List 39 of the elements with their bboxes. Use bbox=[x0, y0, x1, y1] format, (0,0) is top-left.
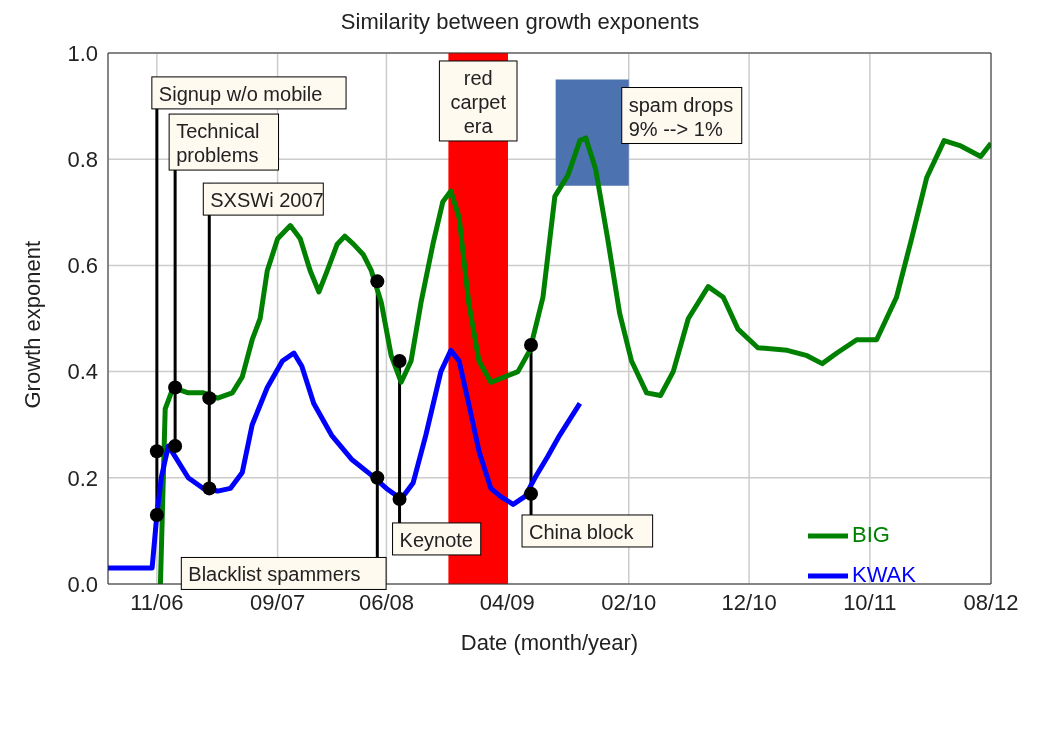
x-axis-title: Date (month/year) bbox=[460, 630, 639, 655]
point bbox=[149, 444, 164, 459]
x-tick-label: 10/11 bbox=[843, 589, 897, 615]
annotation: Signup w/o mobile bbox=[158, 82, 323, 105]
point bbox=[370, 470, 385, 485]
y-tick-label: 0.4 bbox=[67, 359, 98, 385]
point bbox=[168, 380, 183, 395]
x-tick-label: 09/07 bbox=[250, 589, 306, 615]
y-axis-title: Growth exponent bbox=[19, 240, 45, 409]
y-tick-label: 0.6 bbox=[67, 253, 98, 279]
annotation: Blacklist spammers bbox=[188, 563, 361, 586]
annotation: Keynote bbox=[399, 528, 473, 551]
y-tick-label: 0.8 bbox=[67, 147, 98, 173]
x-tick-label: 12/10 bbox=[721, 589, 777, 615]
band-label: spam drops 9% --> 1% bbox=[628, 93, 734, 140]
annotation: Technical problems bbox=[176, 120, 260, 167]
y-tick-label: 1.0 bbox=[67, 40, 98, 66]
point bbox=[202, 481, 217, 496]
chart-title: Similarity between growth exponents bbox=[339, 8, 701, 36]
point bbox=[202, 391, 217, 406]
point bbox=[370, 274, 385, 289]
annotation: China block bbox=[529, 520, 635, 543]
x-tick-label: 11/06 bbox=[130, 589, 184, 615]
annotation: SXSWi 2007 bbox=[210, 189, 324, 212]
point bbox=[524, 338, 539, 353]
band-label: red carpet era bbox=[450, 66, 507, 137]
point bbox=[392, 353, 407, 368]
legend-label: BIG bbox=[852, 521, 890, 547]
point bbox=[392, 492, 407, 507]
x-tick-label: 04/09 bbox=[479, 589, 535, 615]
point bbox=[168, 438, 183, 453]
x-tick-label: 08/12 bbox=[963, 589, 1019, 615]
y-tick-label: 0.0 bbox=[67, 571, 98, 597]
legend-label: KWAK bbox=[852, 561, 916, 587]
y-tick-label: 0.2 bbox=[67, 465, 98, 491]
point bbox=[524, 486, 539, 501]
x-tick-label: 02/10 bbox=[601, 589, 657, 615]
x-tick-label: 06/08 bbox=[358, 589, 414, 615]
point bbox=[149, 507, 164, 522]
